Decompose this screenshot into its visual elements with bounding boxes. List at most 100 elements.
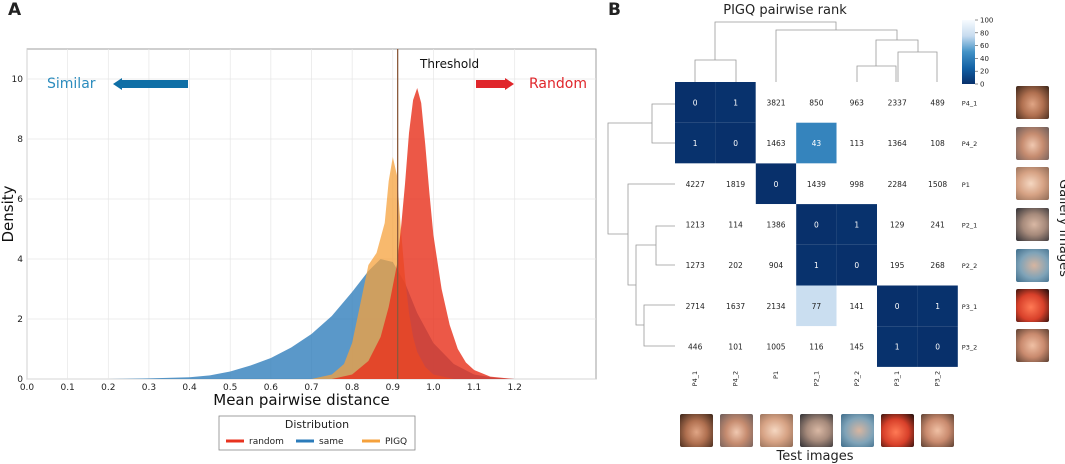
heatmap-cell-value: 4227 <box>686 180 705 189</box>
heatmap-cell-value: 0 <box>935 343 940 352</box>
heatmap-grid: 0 1 3821 850 963 2337 489 1 0 1463 43 113 1364 108 422… <box>675 82 977 386</box>
y-tick-label: 0 <box>17 375 23 385</box>
heatmap-row-label: P4_1 <box>962 99 977 107</box>
heatmap-cell <box>715 244 756 286</box>
row-dendrogram <box>607 103 675 347</box>
heatmap-col-label: P4_2 <box>732 371 740 386</box>
random-annotation: Random <box>529 76 587 92</box>
y-tick-label: 8 <box>17 135 23 145</box>
panel-a-label: A <box>8 0 22 20</box>
heatmap-cell-value: 1 <box>693 139 698 148</box>
heatmap-cell <box>796 163 837 205</box>
heatmap-cell <box>755 82 797 123</box>
heatmap-cell <box>755 122 797 164</box>
x-tick-label: 0.4 <box>182 383 197 393</box>
colorbar-tick-label: 60 <box>980 42 989 50</box>
heatmap-row-label: P3_1 <box>962 303 977 311</box>
heatmap-cell-value: 850 <box>809 98 824 107</box>
heatmap-cell <box>877 204 918 245</box>
y-tick-label: 4 <box>17 255 23 265</box>
legend-label-same: same <box>319 437 344 447</box>
heatmap-cell-value: 129 <box>890 220 905 229</box>
heatmap-cell <box>917 163 958 205</box>
colorbar-tick-label: 100 <box>980 17 993 25</box>
y-tick-label: 6 <box>17 195 23 205</box>
colorbar-tick-label: 20 <box>980 68 989 76</box>
heatmap-cell-value: 1 <box>733 98 738 107</box>
legend-label-random: random <box>249 437 284 447</box>
y-tick-label: 10 <box>12 75 24 85</box>
colorbar-tick-label: 80 <box>980 29 989 37</box>
heatmap-cell-value: 1 <box>854 220 859 229</box>
heatmap-cell <box>836 82 877 123</box>
heatmap-cell-value: 1 <box>895 343 900 352</box>
heatmap-cell-value: 43 <box>812 139 822 148</box>
heatmap-cell <box>877 326 918 367</box>
heatmap-col-label: P2_2 <box>853 371 861 386</box>
colorbar-tick-label: 40 <box>980 55 989 63</box>
heatmap-col-label: P2_1 <box>812 371 820 386</box>
heatmap-cell <box>917 204 958 245</box>
gallery-image-p1 <box>1016 167 1049 200</box>
heatmap-cell-value: 0 <box>733 139 738 148</box>
heatmap-cell-value: 2714 <box>686 302 705 311</box>
heatmap-cell <box>715 82 756 123</box>
heatmap-cell-value: 77 <box>812 302 822 311</box>
x-tick-label: 1.1 <box>467 383 481 393</box>
heatmap-cell <box>917 285 958 327</box>
test-image-p3-2 <box>921 414 954 447</box>
legend-label-pigq: PIGQ <box>385 437 407 447</box>
heatmap-cell <box>836 326 877 367</box>
heatmap-cell <box>877 244 918 286</box>
heatmap-cell-value: 1 <box>935 302 940 311</box>
heatmap-cell-value: 1439 <box>807 180 826 189</box>
heatmap-cell <box>715 163 756 205</box>
heatmap-cell-value: 2134 <box>766 302 785 311</box>
x-tick-label: 0.7 <box>304 383 318 393</box>
heatmap-cell-value: 195 <box>890 261 905 270</box>
heatmap-cell <box>836 244 877 286</box>
heatmap-cell-value: 101 <box>728 343 743 352</box>
heatmap-cell <box>715 285 756 327</box>
heatmap-cell <box>917 326 958 367</box>
x-tick-label: 0.0 <box>20 383 35 393</box>
heatmap-cell <box>675 82 716 123</box>
heatmap-cell-value: 113 <box>850 139 865 148</box>
heatmap-cell-value: 2337 <box>888 98 907 107</box>
heatmap-cell <box>877 122 918 164</box>
heatmap-row-label: P4_2 <box>962 140 977 148</box>
panel-b-label: B <box>608 0 621 20</box>
heatmap-cell-value: 904 <box>769 261 784 270</box>
test-image-p3-1 <box>881 414 914 447</box>
heatmap-cell-value: 0 <box>895 302 900 311</box>
gallery-image-p3-1 <box>1016 289 1049 322</box>
legend: Distribution random same PIGQ <box>218 415 416 451</box>
left-arrow <box>113 78 188 90</box>
gallery-image-p4-2 <box>1016 127 1049 160</box>
heatmap-cell-value: 1273 <box>686 261 705 270</box>
x-tick-label: 1.2 <box>508 383 522 393</box>
heatmap-cell-value: 1637 <box>726 302 745 311</box>
heatmap-cell-value: 1364 <box>888 139 907 148</box>
x-tick-label: 0.3 <box>142 383 156 393</box>
heatmap-cell <box>675 244 716 286</box>
heatmap-cell <box>675 122 716 164</box>
heatmap-col-label: P4_1 <box>691 371 699 386</box>
heatmap-cell-value: 1386 <box>766 220 785 229</box>
column-dendrogram <box>694 21 938 82</box>
heatmap-cell <box>877 163 918 205</box>
heatmap-cell <box>836 122 877 164</box>
test-images-label: Test images <box>776 449 854 464</box>
colorbar: 100 80 60 40 20 0 <box>962 17 993 89</box>
gallery-image-p2-1 <box>1016 208 1049 241</box>
heatmap-cell <box>917 244 958 286</box>
right-arrow <box>476 78 514 90</box>
heatmap-cell <box>675 285 716 327</box>
gallery-image-p3-2 <box>1016 329 1049 362</box>
test-image-p1 <box>760 414 793 447</box>
heatmap-cell-value: 116 <box>809 343 824 352</box>
gallery-images-label: Gallery images <box>1056 179 1065 277</box>
test-image-p2-1 <box>800 414 833 447</box>
heatmap-cell-value: 0 <box>693 98 698 107</box>
heatmap-cell <box>755 285 797 327</box>
